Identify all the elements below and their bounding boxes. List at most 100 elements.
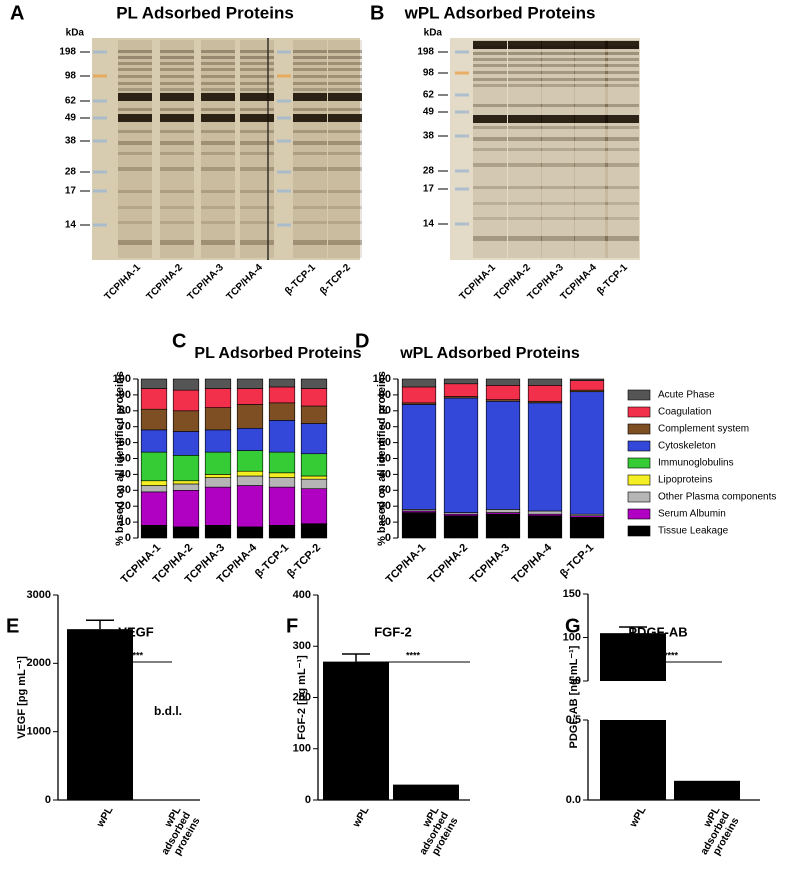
bar-segment — [300, 523, 328, 539]
gel-band — [574, 78, 608, 81]
gel-band — [574, 126, 608, 129]
gel-band — [508, 236, 542, 241]
chart-title: FGF-2 — [374, 624, 412, 639]
marker-band — [93, 50, 107, 54]
gel-band — [118, 56, 152, 59]
gel-band — [160, 62, 194, 65]
gel-band — [240, 152, 274, 155]
lane-label: TCP/HA-2 — [145, 262, 186, 303]
bar-segment — [527, 402, 563, 512]
marker-band — [455, 50, 469, 54]
gel-band — [118, 221, 152, 224]
legend-swatch — [627, 474, 651, 486]
gel-band — [293, 50, 327, 53]
marker-band — [277, 99, 291, 103]
gel-band-strong — [293, 114, 327, 122]
gel-band — [118, 82, 152, 85]
lane-label: TCP/HA-1 — [103, 262, 144, 303]
y-axis-label: VEGF [pg mL⁻¹] — [16, 656, 28, 739]
marker-band — [455, 71, 469, 75]
bar-segment — [236, 475, 264, 486]
gel-band — [508, 52, 542, 55]
gel-lane — [574, 40, 608, 258]
gel-lane — [541, 40, 575, 258]
gel-band — [160, 130, 194, 133]
y-tick-label: 50 — [379, 452, 391, 464]
bar-segment — [140, 524, 168, 539]
gel-band — [118, 50, 152, 53]
bar-segment — [140, 485, 168, 493]
gel-band — [328, 130, 362, 133]
x-tick-label: TCP/HA-1 — [384, 542, 428, 586]
y-tick-label: 10 — [379, 516, 391, 528]
gel-band — [293, 56, 327, 59]
bar-segment — [443, 397, 479, 513]
bar-segment — [140, 408, 168, 431]
gel-band — [574, 186, 608, 189]
gel-band — [201, 240, 235, 245]
marker-label: 17 — [65, 186, 77, 197]
y-tick-label: 50 — [119, 452, 131, 464]
marker-band — [455, 93, 469, 97]
gel-band — [473, 186, 507, 189]
bar-segment — [172, 526, 200, 539]
marker-band — [93, 139, 107, 143]
gel-band — [605, 71, 639, 74]
gel-title: PL Adsorbed Proteins — [116, 3, 294, 22]
marker-band — [277, 116, 291, 120]
gel-band-strong — [201, 93, 235, 101]
gel-band — [201, 206, 235, 209]
bar-segment — [268, 472, 296, 478]
gel-band — [541, 163, 575, 167]
bar-segment — [300, 475, 328, 480]
bar-segment — [236, 470, 264, 477]
gel-band — [160, 68, 194, 71]
y-tick-label: 0.5 — [566, 714, 581, 726]
gel-band — [240, 167, 274, 171]
gel-band — [201, 50, 235, 53]
gel-band — [541, 137, 575, 141]
bar-lower — [600, 720, 666, 800]
gel-band — [240, 240, 274, 245]
gel-band-strong — [328, 114, 362, 122]
y-tick-label: 0 — [385, 532, 391, 544]
gel-band — [541, 71, 575, 74]
marker-band — [277, 74, 291, 78]
lane-label: TCP/HA-4 — [559, 262, 600, 303]
gel-band — [574, 202, 608, 205]
bar-segment — [236, 526, 264, 539]
bar-segment — [401, 386, 437, 404]
gel-band — [160, 240, 194, 245]
legend-label: Immunoglobulins — [658, 458, 734, 469]
gel-band-strong — [473, 115, 507, 123]
gel-band — [574, 52, 608, 55]
significance-label: **** — [664, 650, 679, 660]
gel-band — [240, 82, 274, 85]
marker-band — [93, 74, 107, 78]
gel-band-strong — [508, 115, 542, 123]
gel-band — [293, 167, 327, 171]
chart-title: wPL Adsorbed Proteins — [399, 345, 580, 362]
y-axis-label: PDGF-AB [ng mL⁻¹] — [568, 645, 580, 748]
gel-band — [541, 64, 575, 67]
bar-segment — [204, 486, 232, 526]
gel-band — [293, 108, 327, 111]
gel-band — [160, 190, 194, 193]
y-tick-label: 0 — [125, 532, 131, 544]
gel-band — [605, 148, 639, 151]
gel-band — [473, 217, 507, 220]
y-tick-label: 80 — [119, 405, 131, 417]
gel-band — [508, 78, 542, 81]
gel-band — [574, 137, 608, 141]
gel-band — [293, 75, 327, 78]
marker-label: 14 — [423, 219, 435, 230]
bar-segment — [300, 488, 328, 524]
gel-band — [605, 52, 639, 55]
bar-segment — [401, 378, 437, 388]
gel-band — [328, 75, 362, 78]
bar-segment — [236, 388, 264, 405]
gel-band-strong — [473, 41, 507, 49]
marker-label: 38 — [65, 136, 77, 147]
gel-band — [240, 130, 274, 133]
